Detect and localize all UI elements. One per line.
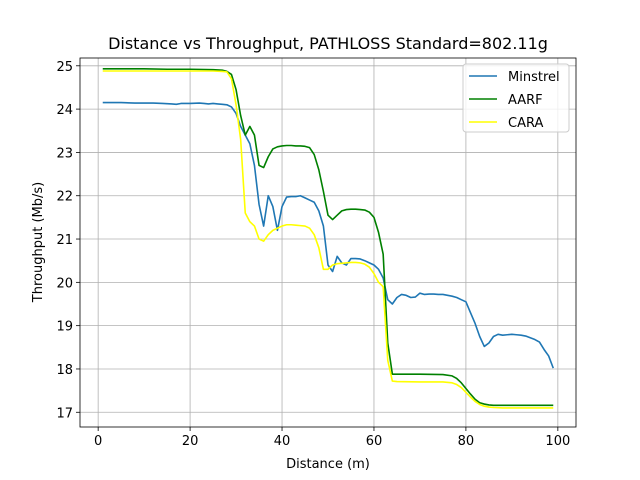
x-tick-label: 80 (458, 434, 475, 449)
plot-frame (79, 57, 577, 428)
x-axis-label: Distance (m) (286, 457, 370, 472)
y-axis-label: Throughput (Mb/s) (31, 182, 46, 303)
y-tick-label: 19 (56, 320, 73, 335)
x-tick-label: 100 (545, 434, 570, 449)
x-tick-label: 60 (366, 434, 383, 449)
axis-ticks: 0 20 40 60 80 100 17 18 19 20 21 22 23 24 25 (56, 60, 570, 449)
y-tick-label: 25 (56, 60, 73, 75)
series-line-cara (102, 70, 554, 409)
x-tick-label: 20 (182, 434, 199, 449)
legend: Minstrel AARF CARA (462, 63, 570, 133)
legend-label-cara: CARA (508, 116, 543, 131)
legend-box (462, 63, 570, 133)
y-tick-label: 22 (56, 190, 73, 205)
y-tick-label: 24 (56, 103, 73, 118)
x-tick-label: 40 (274, 434, 291, 449)
x-tick-label: 0 (94, 434, 102, 449)
series-line-aarf (102, 68, 554, 407)
chart-title: Distance vs Throughput, PATHLOSS Standar… (108, 34, 548, 53)
legend-label-aarf: AARF (508, 93, 543, 108)
series-line-minstrel (102, 101, 554, 369)
y-tick-label: 17 (56, 406, 73, 421)
legend-label-minstrel: Minstrel (508, 70, 560, 85)
series-lines (102, 68, 554, 409)
y-tick-label: 23 (56, 146, 73, 161)
y-tick-label: 20 (56, 276, 73, 291)
y-tick-label: 21 (56, 233, 73, 248)
y-tick-label: 18 (56, 363, 73, 378)
